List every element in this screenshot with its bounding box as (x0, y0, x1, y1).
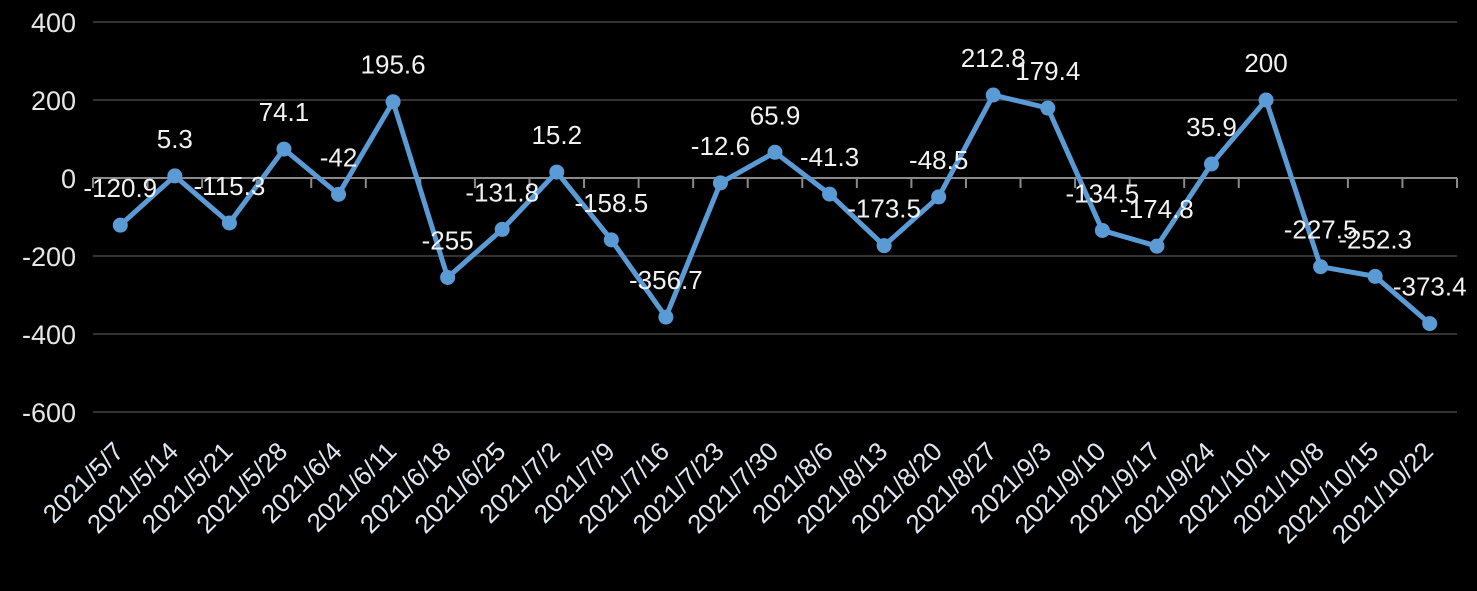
data-point-marker (112, 217, 128, 233)
data-label: -174.8 (1120, 194, 1194, 224)
data-point-marker (1203, 156, 1219, 172)
data-label: -42 (320, 142, 358, 172)
gridlines-group (93, 21, 1457, 413)
data-point-marker (440, 269, 456, 285)
data-label: -173.5 (847, 194, 921, 224)
y-axis-label: -200 (22, 242, 76, 272)
data-point-marker (1422, 316, 1438, 332)
data-point-marker (931, 189, 947, 205)
data-series-group (112, 87, 1438, 332)
data-label: -158.5 (574, 188, 648, 218)
data-point-marker (549, 164, 565, 180)
data-label: -120.9 (83, 173, 157, 203)
y-axis-label: 0 (61, 164, 76, 194)
data-label: -252.3 (1338, 224, 1412, 254)
data-point-marker (494, 221, 510, 237)
data-point-marker (1367, 268, 1383, 284)
data-label: -373.4 (1393, 272, 1467, 302)
data-labels-group: -120.95.3-115.3 74.1 -42 195.6 -255 -131.8 15.… (83, 43, 1466, 302)
data-label: 35.9 (1186, 112, 1237, 142)
data-label: -48.5 (909, 145, 968, 175)
data-label: -134.5 (1065, 178, 1139, 208)
data-label: 212.8 (961, 43, 1026, 73)
data-label: -227.5 (1284, 215, 1358, 245)
data-label: -131.8 (465, 177, 539, 207)
data-point-marker (822, 186, 838, 202)
data-label: -255 (422, 225, 474, 255)
data-point-marker (876, 238, 892, 254)
data-point-marker (167, 168, 183, 184)
data-label: 65.9 (750, 100, 801, 130)
y-axis-label: 200 (31, 86, 76, 116)
data-point-marker (658, 309, 674, 325)
data-point-marker (1313, 259, 1329, 275)
data-point-marker (276, 141, 292, 157)
data-point-marker (1094, 222, 1110, 238)
y-axis-label: -600 (22, 398, 76, 428)
data-label: -356.7 (629, 265, 703, 295)
data-point-marker (385, 94, 401, 110)
data-label: -12.6 (691, 131, 750, 161)
data-point-marker (1040, 100, 1056, 116)
data-point-marker (1149, 238, 1165, 254)
data-label: 15.2 (531, 120, 582, 150)
data-point-marker (331, 186, 347, 202)
data-label: 179.4 (1015, 56, 1080, 86)
y-axis-label: -400 (22, 320, 76, 350)
data-point-marker (712, 175, 728, 191)
x-axis-group (92, 177, 1458, 188)
y-axis-labels-group: 400 200 0 -200 -400 -600 (22, 8, 76, 428)
data-label: 200 (1244, 48, 1287, 78)
data-label: 5.3 (157, 124, 193, 154)
data-point-marker (1258, 92, 1274, 108)
data-point-marker (767, 144, 783, 160)
data-point-marker (221, 215, 237, 231)
x-axis-labels-group: 2021/5/72021/5/142021/5/212021/5/282021/… (37, 436, 1439, 549)
data-label: 74.1 (259, 97, 310, 127)
data-label: -115.3 (194, 171, 266, 201)
data-label: -41.3 (800, 142, 859, 172)
data-point-marker (603, 232, 619, 248)
data-label: 195.6 (361, 50, 426, 80)
data-point-marker (985, 87, 1001, 103)
y-axis-label: 400 (31, 8, 76, 38)
